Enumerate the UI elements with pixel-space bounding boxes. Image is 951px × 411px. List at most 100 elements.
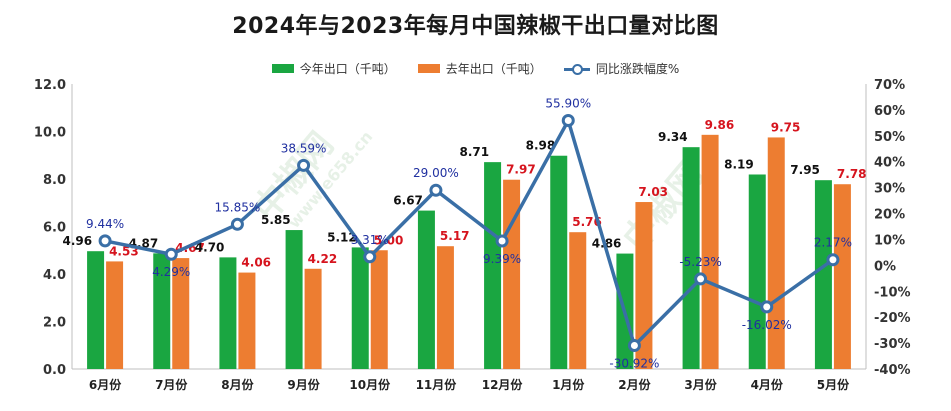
legend-swatch-previous: [417, 64, 440, 73]
change-label: 2.17%: [814, 236, 852, 250]
bar-current: [814, 180, 832, 369]
y-right-tick-label: 0%: [874, 259, 896, 274]
legend-label-current: 今年出口（千吨）: [299, 62, 396, 76]
data-label-current: 4.96: [62, 234, 92, 248]
legend-item-previous: 去年出口（千吨）: [417, 60, 542, 77]
data-label-current: 4.70: [195, 240, 225, 254]
bar-previous: [304, 268, 322, 369]
y-left-tick-label: 8.0: [43, 173, 66, 188]
x-tick-label: 5月份: [817, 377, 850, 392]
x-tick-label: 10月份: [349, 377, 391, 392]
data-label-previous: 7.97: [506, 163, 536, 177]
bar-previous: [767, 137, 785, 369]
data-label-previous: 9.86: [705, 118, 735, 132]
change-label: 38.59%: [281, 141, 327, 155]
y-left-tick-label: 4.0: [43, 268, 66, 283]
change-label: 55.90%: [545, 97, 591, 111]
bar-previous: [238, 272, 256, 369]
change-point: [363, 250, 377, 264]
y-left-tick-label: 6.0: [43, 221, 66, 236]
change-label: 9.44%: [86, 217, 124, 231]
data-label-previous: 5.76: [572, 215, 602, 229]
x-tick-label: 7月份: [155, 377, 188, 392]
change-label: 9.39%: [483, 252, 521, 266]
bar-current: [351, 247, 369, 369]
change-point: [627, 338, 641, 352]
bar-previous: [569, 232, 587, 369]
bar-previous: [635, 202, 653, 369]
legend-item-current: 今年出口（千吨）: [271, 60, 396, 77]
bar-current: [153, 253, 171, 369]
y-right-tick-label: -30%: [874, 337, 911, 352]
y-right-tick-label: 40%: [874, 156, 905, 171]
y-right-tick-label: 60%: [874, 104, 905, 119]
change-point: [561, 114, 575, 128]
legend: 今年出口（千吨） 去年出口（千吨） 同比涨跌幅度%: [0, 60, 951, 77]
data-label-current: 4.86: [592, 237, 622, 251]
data-label-previous: 9.75: [771, 120, 801, 134]
change-point: [694, 272, 708, 286]
legend-label-previous: 去年出口（千吨）: [445, 62, 542, 76]
y-right-tick-label: 20%: [874, 208, 905, 223]
data-label-previous: 5.17: [440, 229, 470, 243]
legend-item-change: 同比涨跌幅度%: [563, 60, 680, 77]
change-point: [495, 234, 509, 248]
y-right-tick-label: 10%: [874, 233, 905, 248]
change-label: 15.85%: [215, 200, 261, 214]
x-tick-label: 3月份: [684, 377, 717, 392]
data-label-current: 5.12: [327, 230, 357, 244]
legend-swatch-change: [563, 63, 590, 75]
change-point: [164, 247, 178, 261]
change-point: [230, 217, 244, 231]
data-label-current: 8.19: [724, 157, 754, 171]
bar-previous: [370, 250, 388, 369]
change-label: -5.23%: [679, 255, 721, 269]
y-right-tick-label: 70%: [874, 78, 905, 93]
change-point: [297, 158, 311, 172]
change-label: -16.02%: [742, 318, 792, 332]
data-label-previous: 4.67: [175, 241, 205, 255]
change-point: [429, 183, 443, 197]
y-right-tick-label: -20%: [874, 311, 911, 326]
data-label-current: 5.85: [261, 213, 291, 227]
y-left-tick-label: 2.0: [43, 316, 66, 331]
legend-swatch-current: [271, 64, 294, 73]
bar-current: [219, 257, 237, 369]
x-tick-label: 1月份: [552, 377, 585, 392]
data-label-previous: 4.22: [308, 252, 338, 266]
data-label-current: 6.67: [393, 194, 423, 208]
data-label-current: 8.71: [459, 145, 489, 159]
change-label: -30.92%: [609, 356, 659, 370]
data-label-current: 8.98: [526, 139, 556, 153]
y-left-tick-label: 12.0: [34, 78, 66, 93]
change-point: [98, 234, 112, 248]
y-right-tick-label: -10%: [874, 285, 911, 300]
data-label-previous: 4.06: [241, 256, 271, 270]
bar-previous: [172, 258, 190, 369]
x-tick-label: 9月份: [287, 377, 320, 392]
data-label-previous: 7.03: [638, 185, 668, 199]
x-tick-label: 6月份: [89, 377, 122, 392]
bar-previous: [833, 184, 851, 369]
bar-current: [682, 147, 700, 369]
bar-current: [417, 210, 435, 369]
data-label-current: 7.95: [790, 163, 820, 177]
y-right-tick-label: 50%: [874, 130, 905, 145]
change-label: 4.29%: [152, 265, 190, 279]
bar-current: [285, 230, 303, 369]
bar-previous: [701, 134, 719, 369]
x-tick-label: 2月份: [618, 377, 651, 392]
y-right-tick-label: 30%: [874, 182, 905, 197]
x-tick-label: 4月份: [751, 377, 784, 392]
bar-current: [484, 162, 502, 369]
y-left-tick-label: 10.0: [34, 126, 66, 141]
bar-previous: [503, 179, 521, 369]
y-left-tick-label: 0.0: [43, 363, 66, 378]
change-line: [104, 116, 834, 349]
change-label: 29.00%: [413, 166, 459, 180]
bar-current: [748, 174, 766, 369]
bar-previous: [106, 261, 124, 369]
x-tick-label: 8月份: [221, 377, 254, 392]
legend-label-change: 同比涨跌幅度%: [595, 62, 680, 76]
